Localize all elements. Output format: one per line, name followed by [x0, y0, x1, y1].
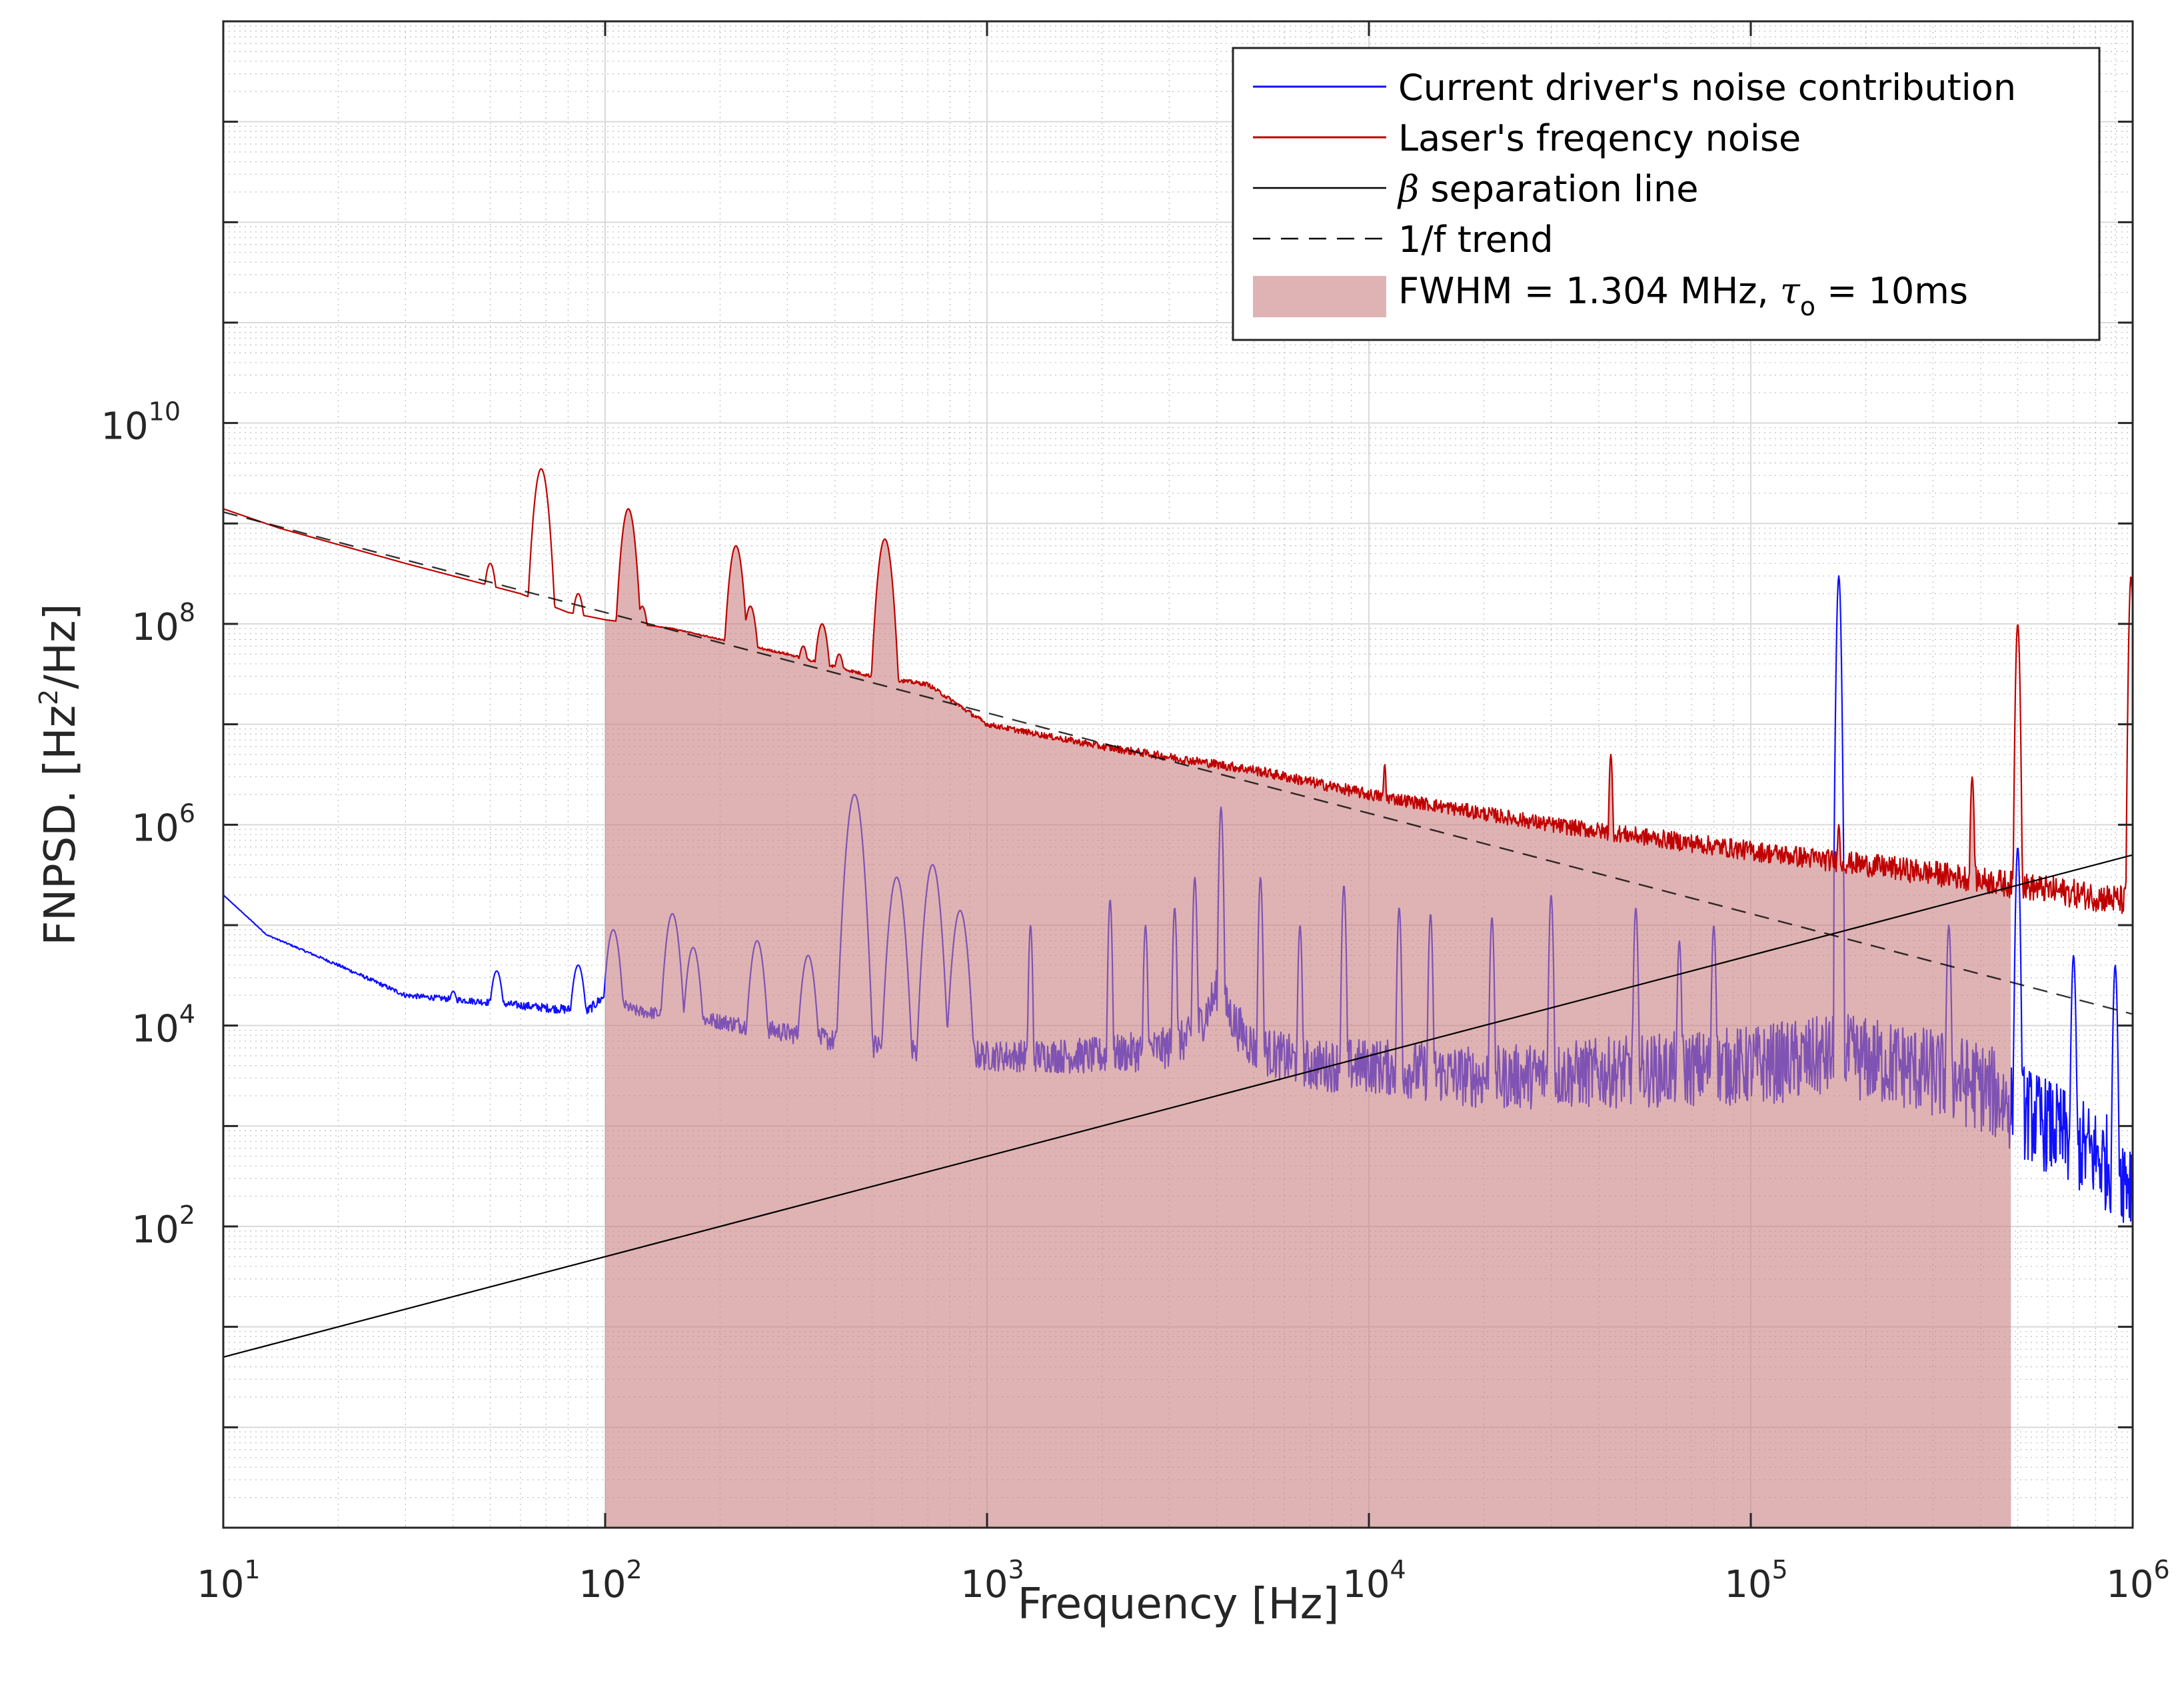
legend-swatch-fwhm: [1253, 276, 1386, 317]
legend-label-fwhm: FWHM = 1.304 MHz, τo = 10ms: [1398, 270, 1968, 321]
legend: Current driver's noise contribution Lase…: [1232, 47, 2101, 341]
x-tick-label: 101: [197, 1555, 260, 1606]
x-axis-title: Frequency [Hz]: [1018, 1580, 1340, 1629]
y-tick-label: 102: [132, 1200, 195, 1252]
series-laser-frequency-noise: [223, 468, 2134, 914]
legend-label-beta: β separation line: [1397, 168, 1698, 210]
plot-area-frame: [222, 20, 2134, 1529]
y-axis-title: FNPSD. [Hz2/Hz]: [34, 604, 85, 946]
legend-label-laser: Laser's freqency noise: [1398, 117, 1801, 159]
legend-label-trend: 1/f trend: [1398, 219, 1554, 261]
x-tick-label: 103: [960, 1555, 1024, 1606]
series-beta-separation-line: [223, 854, 2133, 1358]
series-layer: [223, 468, 2134, 1528]
tick-labels: 101 102 103 104 105 106 102 104 106 108 1010: [101, 397, 2169, 1606]
fwhm-shaded-area: [605, 509, 2011, 1528]
y-tick-label: 106: [132, 799, 195, 850]
axis-ticks: [222, 20, 2134, 1529]
x-tick-label: 102: [578, 1555, 642, 1606]
y-tick-label: 104: [132, 1000, 195, 1051]
series-1-over-f-trend: [223, 511, 2133, 1015]
x-tick-label: 105: [1724, 1555, 1787, 1606]
x-tick-label: 106: [2106, 1555, 2169, 1606]
y-tick-label: 108: [132, 598, 195, 649]
x-tick-label: 104: [1342, 1555, 1406, 1606]
legend-label-current: Current driver's noise contribution: [1398, 67, 2016, 109]
y-tick-label: 1010: [101, 397, 181, 449]
